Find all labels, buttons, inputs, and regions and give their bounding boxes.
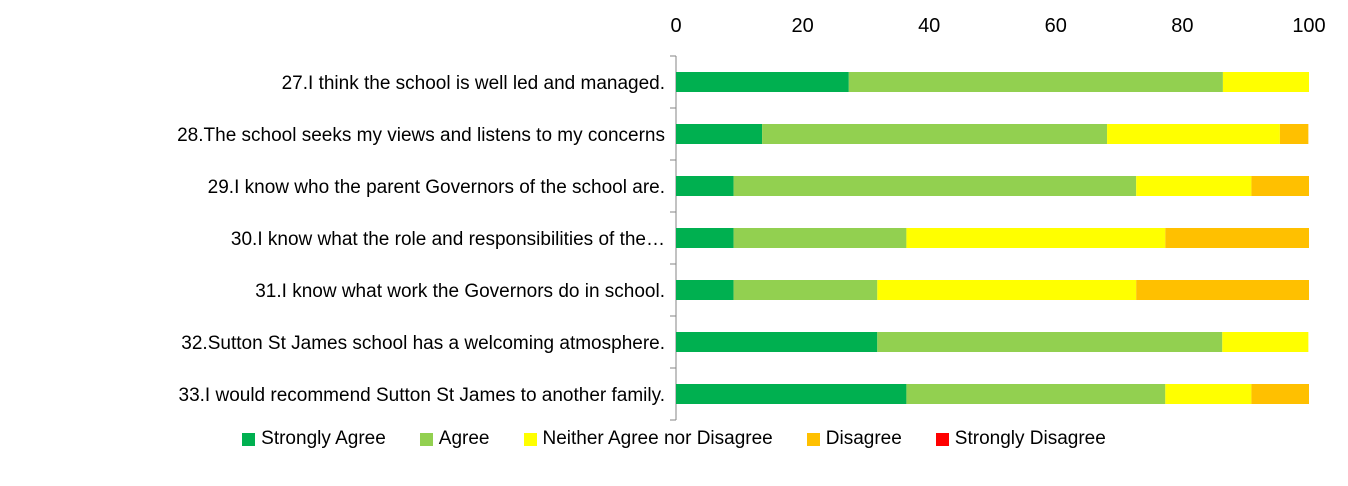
- bar-segment: [877, 332, 1223, 352]
- bar-segment: [733, 228, 907, 248]
- bar-segment: [676, 384, 907, 404]
- legend-item: Disagree: [806, 428, 902, 450]
- category-label: 31.I know what work the Governors do in …: [255, 281, 665, 302]
- x-tick-label: 80: [1171, 15, 1193, 37]
- bar-segment: [848, 72, 1223, 92]
- legend-swatch: [419, 432, 433, 446]
- legend-label: Strongly Disagree: [954, 428, 1106, 449]
- bar-segment: [1107, 124, 1280, 144]
- axis-layer: 0 20 40 60 80 100: [670, 15, 1326, 421]
- category-label: 27.I think the school is well led and ma…: [282, 73, 665, 94]
- bar-segment: [1251, 176, 1309, 196]
- bar-segment: [762, 124, 1108, 144]
- category-label: 29.I know who the parent Governors of th…: [208, 177, 665, 198]
- bar-segment: [676, 280, 734, 300]
- legend-swatch: [806, 432, 820, 446]
- legend-label: Disagree: [825, 428, 902, 449]
- category-label: 28.The school seeks my views and listens…: [177, 125, 665, 146]
- legend-item: Agree: [419, 428, 490, 450]
- bar-segment: [676, 332, 878, 352]
- x-tick-label: 0: [670, 15, 681, 37]
- bars-layer: [676, 72, 1309, 404]
- x-tick-label: 20: [791, 15, 813, 37]
- legend-item: Strongly Disagree: [935, 428, 1106, 450]
- bar-segment: [676, 228, 734, 248]
- x-tick-label: 40: [918, 15, 940, 37]
- category-label: 30.I know what the role and responsibili…: [231, 229, 665, 250]
- legend: Strongly Agree Agree Neither Agree nor Dis…: [0, 428, 1348, 450]
- legend-label: Neither Agree nor Disagree: [542, 428, 773, 449]
- legend-item: Strongly Agree: [242, 428, 386, 450]
- bar-segment: [906, 384, 1166, 404]
- legend-swatch: [523, 432, 537, 446]
- bar-segment: [676, 72, 849, 92]
- bar-segment: [1279, 124, 1309, 144]
- category-label: 32.Sutton St James school has a welcomin…: [181, 333, 665, 354]
- category-labels: 27.I think the school is well led and ma…: [177, 73, 665, 406]
- bar-segment: [1222, 332, 1309, 352]
- bar-segment: [733, 280, 878, 300]
- bar-segment: [1136, 280, 1309, 300]
- bar-segment: [676, 176, 734, 196]
- category-label: 33.I would recommend Sutton St James to …: [179, 385, 666, 406]
- bar-segment: [676, 124, 763, 144]
- bar-segment: [1165, 228, 1309, 248]
- bar-segment: [1165, 384, 1252, 404]
- legend-swatch: [242, 432, 256, 446]
- legend-swatch: [935, 432, 949, 446]
- bar-segment: [1251, 384, 1309, 404]
- legend-label: Agree: [438, 428, 490, 449]
- legend-item: Neither Agree nor Disagree: [523, 428, 773, 450]
- legend-label: Strongly Agree: [261, 428, 386, 449]
- x-tick-label: 100: [1292, 15, 1325, 37]
- bar-segment: [1136, 176, 1252, 196]
- x-tick-label: 60: [1045, 15, 1067, 37]
- bar-segment: [733, 176, 1137, 196]
- bar-segment: [877, 280, 1137, 300]
- bar-segment: [906, 228, 1166, 248]
- bar-segment: [1222, 72, 1309, 92]
